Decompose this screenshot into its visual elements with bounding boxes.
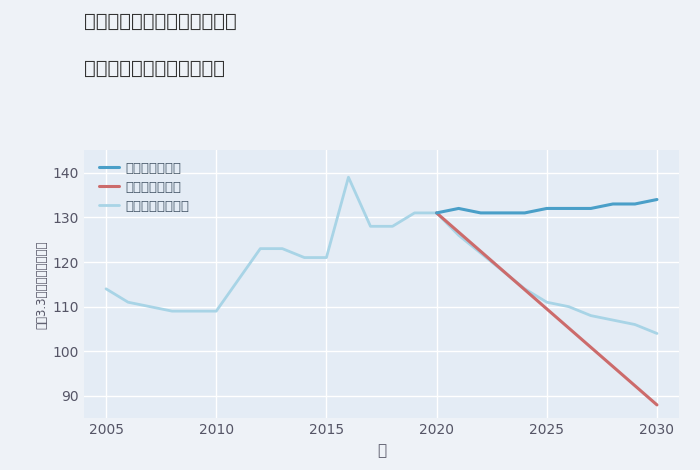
グッドシナリオ — [477, 210, 485, 216]
ノーマルシナリオ — [124, 299, 132, 305]
グッドシナリオ — [587, 206, 595, 212]
ノーマルシナリオ — [609, 317, 617, 323]
グッドシナリオ — [609, 201, 617, 207]
グッドシナリオ — [565, 206, 573, 212]
グッドシナリオ — [653, 197, 662, 203]
ノーマルシナリオ — [477, 250, 485, 256]
ノーマルシナリオ — [498, 268, 507, 274]
グッドシナリオ — [521, 210, 529, 216]
ノーマルシナリオ — [433, 210, 441, 216]
Line: バッドシナリオ: バッドシナリオ — [437, 213, 657, 405]
ノーマルシナリオ — [322, 255, 330, 260]
Line: グッドシナリオ: グッドシナリオ — [437, 200, 657, 213]
Text: 中古マンションの価格推移: 中古マンションの価格推移 — [84, 59, 225, 78]
Legend: グッドシナリオ, バッドシナリオ, ノーマルシナリオ: グッドシナリオ, バッドシナリオ, ノーマルシナリオ — [97, 160, 192, 216]
ノーマルシナリオ — [234, 277, 242, 283]
ノーマルシナリオ — [542, 299, 551, 305]
Line: ノーマルシナリオ: ノーマルシナリオ — [106, 177, 657, 334]
グッドシナリオ — [433, 210, 441, 216]
バッドシナリオ — [653, 402, 662, 408]
ノーマルシナリオ — [344, 174, 353, 180]
ノーマルシナリオ — [565, 304, 573, 310]
ノーマルシナリオ — [653, 331, 662, 337]
ノーマルシナリオ — [168, 308, 176, 314]
グッドシナリオ — [454, 206, 463, 212]
ノーマルシナリオ — [102, 286, 110, 291]
ノーマルシナリオ — [521, 286, 529, 291]
ノーマルシナリオ — [190, 308, 198, 314]
ノーマルシナリオ — [300, 255, 309, 260]
ノーマルシナリオ — [631, 322, 639, 328]
バッドシナリオ — [433, 210, 441, 216]
ノーマルシナリオ — [410, 210, 419, 216]
グッドシナリオ — [542, 206, 551, 212]
ノーマルシナリオ — [212, 308, 220, 314]
ノーマルシナリオ — [587, 313, 595, 319]
ノーマルシナリオ — [454, 232, 463, 238]
ノーマルシナリオ — [278, 246, 286, 251]
Y-axis label: 坪（3.3㎡）単価（万円）: 坪（3.3㎡）単価（万円） — [36, 240, 48, 329]
X-axis label: 年: 年 — [377, 443, 386, 458]
ノーマルシナリオ — [146, 304, 154, 310]
ノーマルシナリオ — [389, 224, 397, 229]
ノーマルシナリオ — [256, 246, 265, 251]
グッドシナリオ — [498, 210, 507, 216]
Text: 愛知県名古屋市天白区高島の: 愛知県名古屋市天白区高島の — [84, 12, 237, 31]
ノーマルシナリオ — [366, 224, 375, 229]
グッドシナリオ — [631, 201, 639, 207]
